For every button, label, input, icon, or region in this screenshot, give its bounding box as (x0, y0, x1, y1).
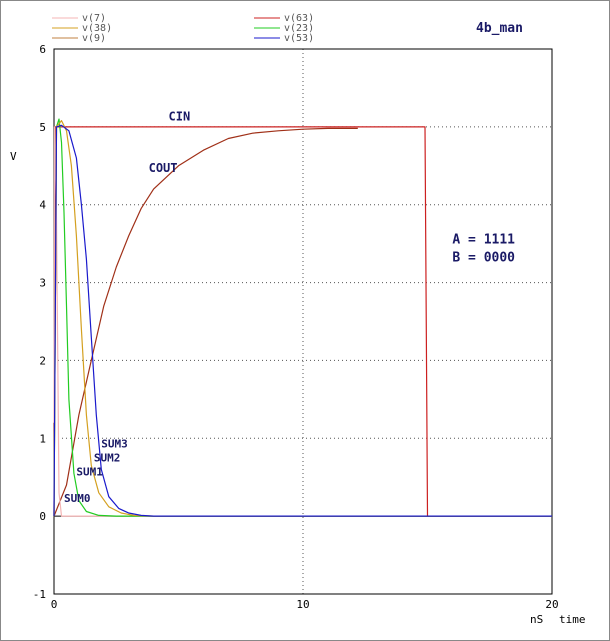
axes-layer: -1 0 1 2 3 4 5 6 0 10 20 (33, 43, 559, 611)
series-layer (53, 118, 552, 517)
legend-label: v(23) (284, 23, 314, 34)
y-tick-label: 4 (39, 199, 46, 212)
annotation-label: COUT (149, 161, 178, 175)
annotation-label: B = 0000 (452, 251, 515, 266)
x-tick-label: 10 (296, 598, 309, 611)
y-tick-label: 0 (39, 510, 46, 523)
legend-layer: v(7)v(38)v(9) v(63)v(23)v(53) (52, 13, 314, 44)
legend-label: v(9) (82, 33, 106, 44)
series-line-v7 (53, 126, 552, 517)
annotation-label: SUM2 (94, 452, 121, 465)
chart-title: 4b_man (476, 21, 523, 36)
annotation-label: A = 1111 (452, 233, 515, 248)
legend-label: v(63) (284, 13, 314, 24)
y-tick-label: 6 (39, 43, 46, 56)
y-tick-label: 5 (39, 121, 46, 134)
series-line-v9 (53, 127, 358, 517)
legend-label: v(7) (82, 13, 106, 24)
y-tick-label: -1 (33, 588, 46, 601)
annotation-label: SUM0 (64, 492, 91, 505)
x-axis-unit: nS (530, 613, 543, 626)
annotation-label: SUM3 (101, 438, 128, 451)
series-line-v53 (53, 124, 552, 517)
x-tick-label: 20 (545, 598, 558, 611)
annotation-label: SUM1 (76, 466, 103, 479)
y-axis-label: V (10, 150, 17, 163)
y-tick-label: 1 (39, 432, 46, 445)
y-tick-label: 3 (39, 277, 46, 290)
legend-label: v(38) (82, 23, 112, 34)
grid-layer (54, 49, 552, 594)
annotation-label: CIN (169, 110, 191, 124)
series-line-v23 (53, 118, 552, 517)
x-tick-label: 0 (51, 598, 58, 611)
y-tick-label: 2 (39, 354, 46, 367)
legend-label: v(53) (284, 33, 314, 44)
x-axis-label: time (559, 613, 586, 626)
series-line-v38 (53, 119, 552, 517)
